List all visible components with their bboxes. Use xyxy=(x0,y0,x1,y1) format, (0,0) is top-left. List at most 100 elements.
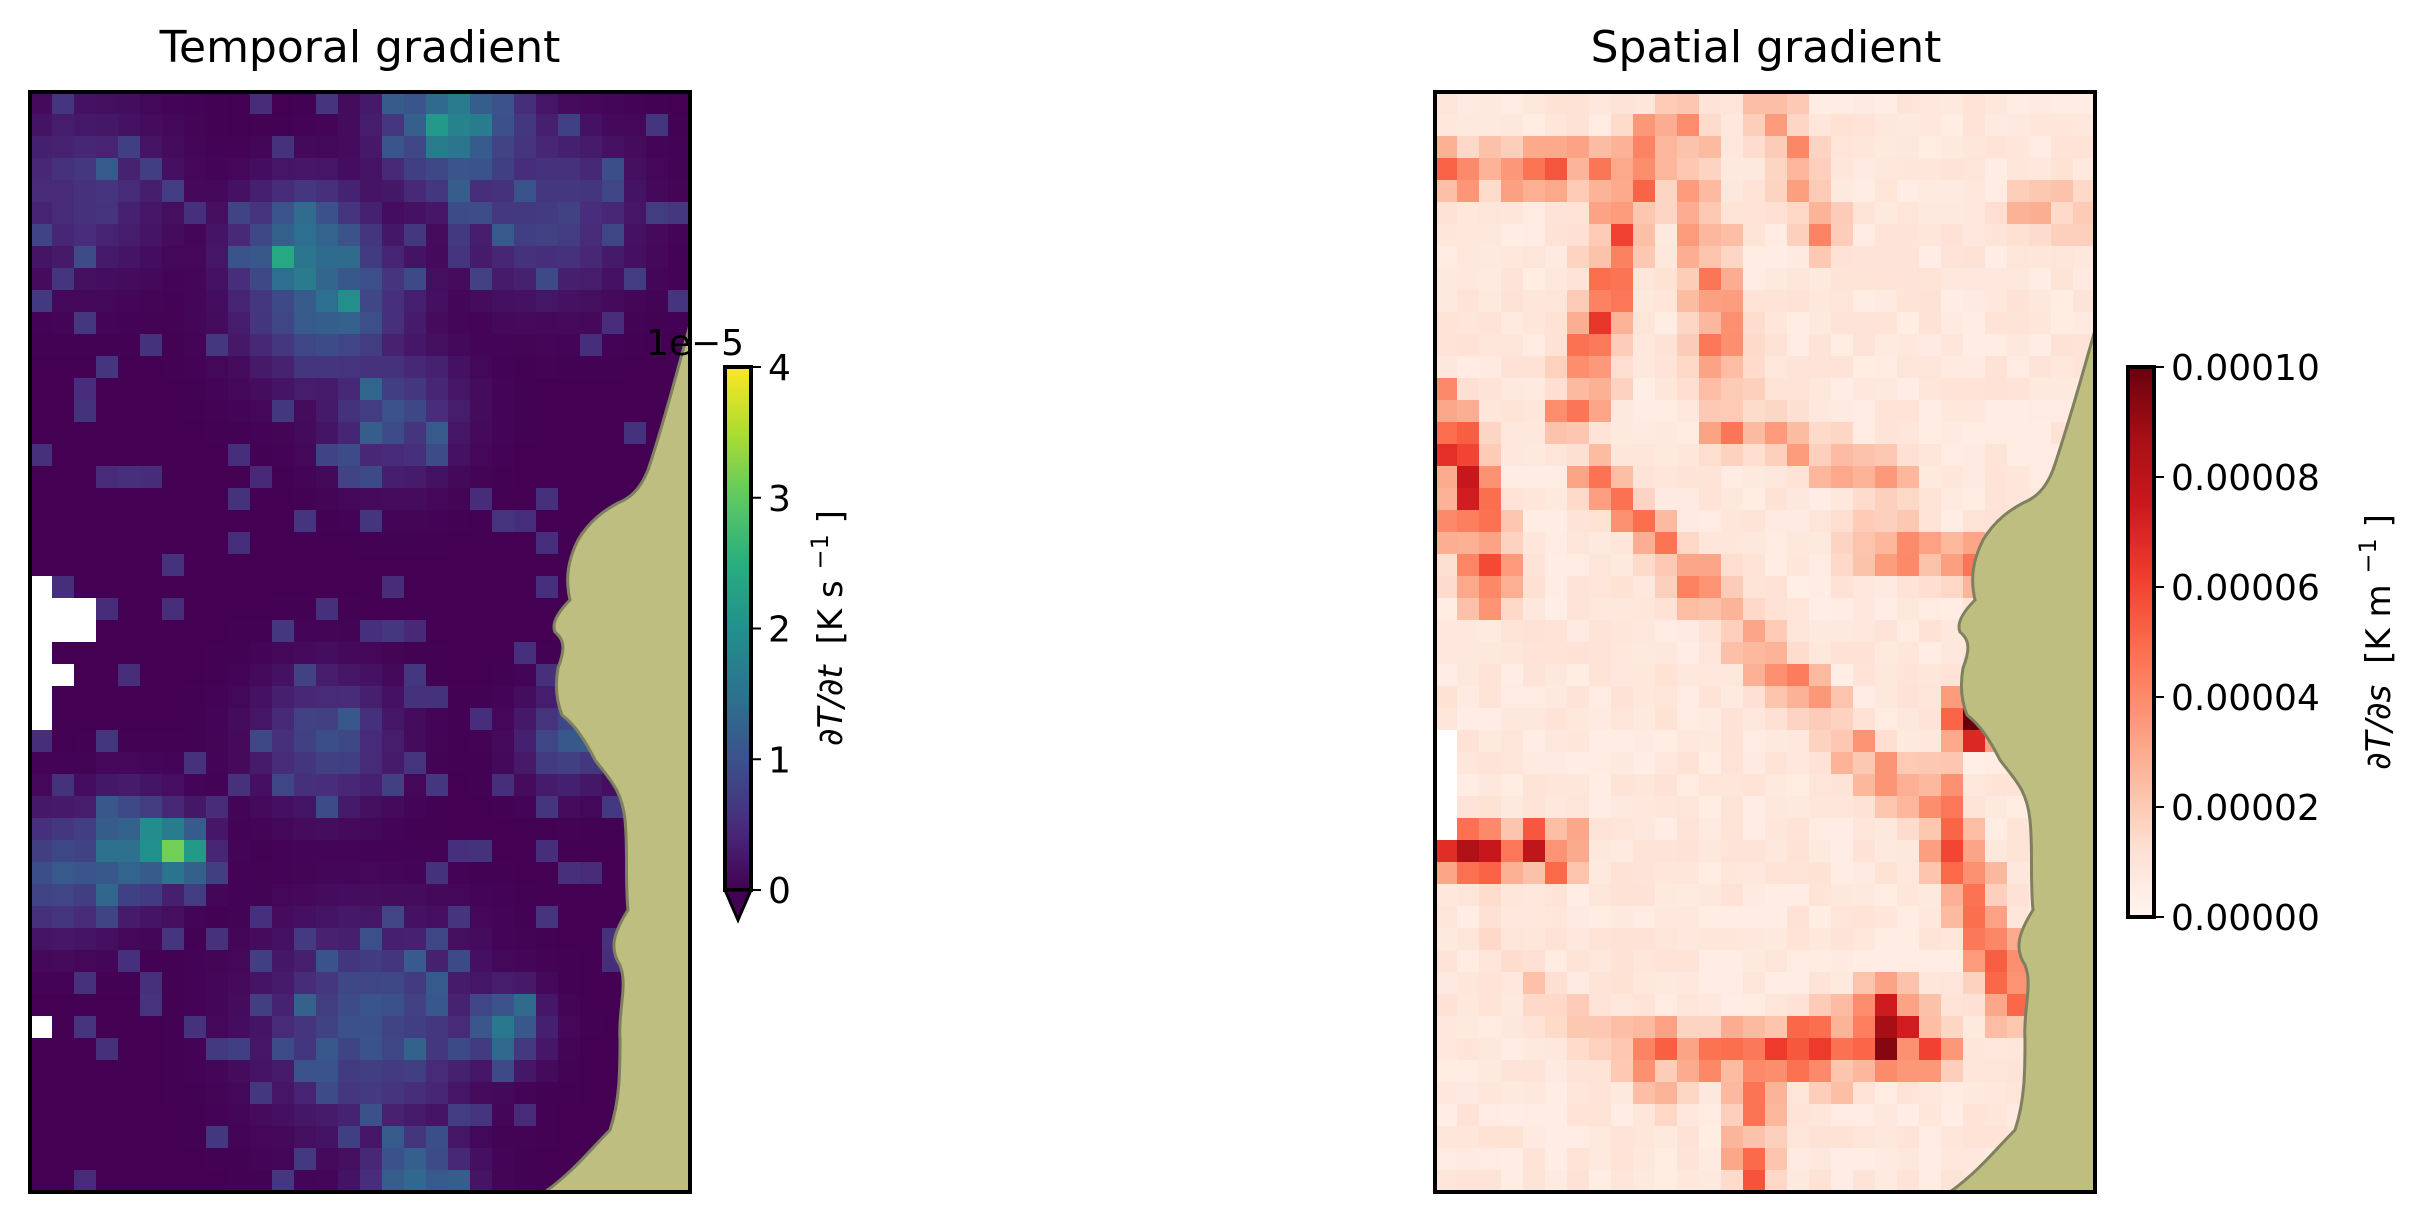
heatmap-cell xyxy=(1919,268,1942,291)
heatmap-cell xyxy=(1479,510,1502,533)
heatmap-cell xyxy=(1457,290,1480,313)
heatmap-cell xyxy=(1765,1104,1788,1127)
heatmap-cell xyxy=(1853,444,1876,467)
heatmap-cell xyxy=(250,532,273,555)
heatmap-cell xyxy=(1721,708,1744,731)
heatmap-cell xyxy=(162,466,185,489)
heatmap-cell xyxy=(1765,312,1788,335)
heatmap-cell xyxy=(1457,994,1480,1017)
heatmap-cell xyxy=(1567,92,1590,115)
heatmap-cell xyxy=(1831,422,1854,445)
heatmap-cell xyxy=(1611,972,1634,995)
heatmap-cell xyxy=(1809,664,1832,687)
heatmap-cell xyxy=(1919,136,1942,159)
heatmap-cell xyxy=(96,928,119,951)
heatmap-cell xyxy=(52,290,75,313)
heatmap-cell xyxy=(30,356,53,379)
heatmap-cell xyxy=(1523,92,1546,115)
heatmap-cell xyxy=(1567,752,1590,775)
heatmap-cell xyxy=(30,554,53,577)
heatmap-cell xyxy=(1853,202,1876,225)
heatmap-cell xyxy=(140,400,163,423)
heatmap-cell xyxy=(1897,400,1920,423)
heatmap-cell xyxy=(162,444,185,467)
heatmap-cell xyxy=(1853,312,1876,335)
heatmap-cell xyxy=(316,774,339,797)
heatmap-cell xyxy=(404,840,427,863)
heatmap-cell xyxy=(162,532,185,555)
heatmap-cell xyxy=(140,576,163,599)
heatmap-cell xyxy=(1963,730,1986,753)
heatmap-cell xyxy=(294,686,317,709)
heatmap-cell xyxy=(2029,312,2052,335)
heatmap-cell xyxy=(1853,818,1876,841)
heatmap-cell xyxy=(602,224,625,247)
heatmap-cell xyxy=(118,752,141,775)
heatmap-cell xyxy=(1853,774,1876,797)
heatmap-cell xyxy=(1787,664,1810,687)
heatmap-cell xyxy=(1457,884,1480,907)
heatmap-cell xyxy=(1875,422,1898,445)
colorbar-tick-label: 0.00000 xyxy=(2171,898,2320,939)
heatmap-cell xyxy=(272,950,295,973)
heatmap-cell xyxy=(118,1038,141,1061)
heatmap-cell xyxy=(118,840,141,863)
heatmap-cell xyxy=(96,334,119,357)
heatmap-cell xyxy=(558,378,581,401)
heatmap-cell xyxy=(206,1060,229,1083)
heatmap-cell xyxy=(140,334,163,357)
heatmap-cell xyxy=(1633,554,1656,577)
heatmap-cell xyxy=(140,598,163,621)
heatmap-cell xyxy=(1611,774,1634,797)
heatmap-cell xyxy=(1655,928,1678,951)
heatmap-cell xyxy=(52,884,75,907)
heatmap-cell xyxy=(184,1148,207,1171)
heatmap-cell xyxy=(250,686,273,709)
heatmap-cell xyxy=(1699,268,1722,291)
heatmap-cell xyxy=(580,268,603,291)
heatmap-cell xyxy=(1809,906,1832,929)
heatmap-cell xyxy=(1435,378,1458,401)
heatmap-cell xyxy=(1501,1126,1524,1149)
heatmap-cell xyxy=(140,862,163,885)
heatmap-cell xyxy=(1677,114,1700,137)
heatmap-cell xyxy=(74,884,97,907)
heatmap-cell xyxy=(140,1170,163,1192)
heatmap-cell xyxy=(1589,796,1612,819)
heatmap-cell xyxy=(514,400,537,423)
heatmap-cell xyxy=(1677,488,1700,511)
heatmap-cell xyxy=(1919,642,1942,665)
heatmap-cell xyxy=(228,708,251,731)
heatmap-cell xyxy=(228,840,251,863)
heatmap-cell xyxy=(118,730,141,753)
heatmap-cell xyxy=(162,356,185,379)
heatmap-cell xyxy=(338,774,361,797)
heatmap-cell xyxy=(492,444,515,467)
heatmap-cell xyxy=(140,884,163,907)
heatmap-cell xyxy=(360,488,383,511)
heatmap-cell xyxy=(580,202,603,225)
heatmap-cell xyxy=(1501,180,1524,203)
heatmap-cell xyxy=(1589,1170,1612,1192)
heatmap-cell xyxy=(1677,840,1700,863)
heatmap-cell xyxy=(250,290,273,313)
heatmap-cell xyxy=(1853,466,1876,489)
heatmap-cell xyxy=(184,950,207,973)
heatmap-cell xyxy=(1523,818,1546,841)
heatmap-cell xyxy=(2073,114,2095,137)
heatmap-cell xyxy=(338,1082,361,1105)
heatmap-cell xyxy=(514,950,537,973)
heatmap-cell xyxy=(338,840,361,863)
heatmap-cell xyxy=(602,158,625,181)
heatmap-cell xyxy=(1567,994,1590,1017)
heatmap-cell xyxy=(1501,1170,1524,1192)
heatmap-cell xyxy=(426,576,449,599)
heatmap-cell xyxy=(448,1016,471,1039)
heatmap-cell xyxy=(1501,312,1524,335)
heatmap-cell xyxy=(492,532,515,555)
heatmap-cell xyxy=(514,686,537,709)
heatmap-cell xyxy=(360,1170,383,1192)
heatmap-cell xyxy=(96,532,119,555)
heatmap-cell xyxy=(1897,1060,1920,1083)
heatmap-cell xyxy=(1941,554,1964,577)
